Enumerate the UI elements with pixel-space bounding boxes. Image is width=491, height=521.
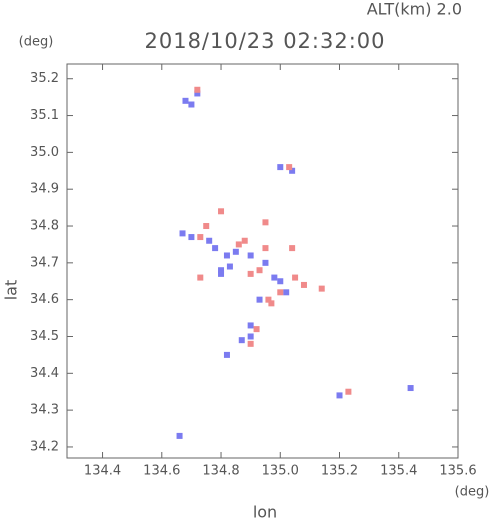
echo-point xyxy=(247,333,254,340)
echo-point xyxy=(289,167,296,174)
y-tick-label: 34.7 xyxy=(30,255,59,270)
echo-point xyxy=(235,241,242,248)
y-unit: (deg) xyxy=(19,35,54,50)
echo-point xyxy=(212,245,219,252)
y-tick-label: 34.6 xyxy=(30,292,59,307)
echo-point xyxy=(262,259,269,266)
x-tick-label: 135.6 xyxy=(439,464,476,479)
echo-point xyxy=(265,296,272,303)
echo-point xyxy=(194,86,201,93)
echo-point xyxy=(271,274,278,281)
x-tick-label: 134.8 xyxy=(202,464,239,479)
echo-point xyxy=(277,164,284,171)
echo-point xyxy=(206,237,213,244)
echo-point xyxy=(218,270,225,277)
y-tick-label: 34.4 xyxy=(30,366,59,381)
y-tick-label: 34.2 xyxy=(30,439,59,454)
echo-point xyxy=(179,230,186,237)
echo-point xyxy=(247,270,254,277)
chart-subtitle: ALT(km) 2.0 xyxy=(367,0,462,19)
echo-point xyxy=(197,274,204,281)
echo-point xyxy=(176,432,183,439)
x-tick-label: 135.0 xyxy=(262,464,299,479)
x-tick-label: 135.4 xyxy=(380,464,417,479)
echo-point xyxy=(247,340,254,347)
x-tick-label: 135.2 xyxy=(321,464,358,479)
echo-point xyxy=(268,300,275,307)
echo-point xyxy=(203,223,210,230)
echo-point xyxy=(197,234,204,241)
echo-point xyxy=(223,351,230,358)
echo-point xyxy=(286,164,293,171)
x-tick-label: 134.6 xyxy=(143,464,180,479)
plot-frame xyxy=(66,63,459,459)
echo-point xyxy=(194,90,201,97)
x-tick-label: 134.4 xyxy=(84,464,121,479)
y-tick-label: 34.5 xyxy=(30,329,59,344)
chart-title: 2018/10/23 02:32:00 xyxy=(144,29,385,53)
echo-point xyxy=(300,281,307,288)
echo-point xyxy=(318,285,325,292)
echo-point xyxy=(188,101,195,108)
echo-point xyxy=(407,385,414,392)
y-tick-label: 35.2 xyxy=(30,71,59,86)
echo-point xyxy=(289,245,296,252)
x-axis-label: lon xyxy=(253,503,277,521)
echo-point xyxy=(253,326,260,333)
y-tick-label: 34.3 xyxy=(30,403,59,418)
echo-point xyxy=(292,274,299,281)
y-tick-label: 34.8 xyxy=(30,219,59,234)
echo-point xyxy=(226,263,233,270)
echo-point xyxy=(232,248,239,255)
echo-point xyxy=(277,289,284,296)
echo-point xyxy=(182,97,189,104)
echo-point xyxy=(238,337,245,344)
echo-point xyxy=(283,289,290,296)
y-tick-label: 34.9 xyxy=(30,182,59,197)
x-unit: (deg) xyxy=(455,485,490,500)
echo-point xyxy=(188,234,195,241)
echo-point xyxy=(262,245,269,252)
echo-point xyxy=(218,208,225,215)
echo-point xyxy=(223,252,230,259)
echo-point xyxy=(256,296,263,303)
echo-point xyxy=(247,252,254,259)
echo-point xyxy=(218,267,225,274)
echo-point xyxy=(262,219,269,226)
echo-point xyxy=(345,388,352,395)
echo-point xyxy=(256,267,263,274)
echo-point xyxy=(277,278,284,285)
y-axis-label: lat xyxy=(2,280,21,301)
echo-point xyxy=(241,237,248,244)
y-tick-label: 35.0 xyxy=(30,145,59,160)
echo-point xyxy=(247,322,254,329)
echo-point xyxy=(336,392,343,399)
y-tick-label: 35.1 xyxy=(30,108,59,123)
